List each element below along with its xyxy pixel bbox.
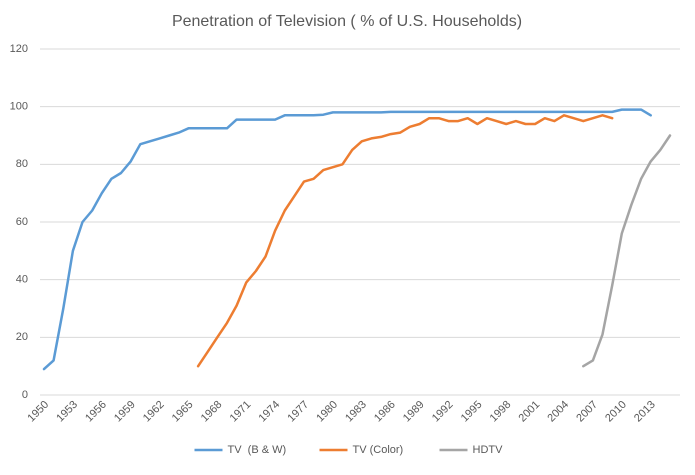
legend-label: TV (Color) — [353, 444, 404, 456]
y-tick-label: 80 — [16, 158, 28, 170]
legend-label: HDTV — [473, 444, 504, 456]
y-tick-label: 20 — [16, 331, 28, 343]
y-tick-label: 0 — [22, 389, 28, 401]
y-tick-label: 100 — [10, 101, 28, 113]
y-tick-label: 120 — [10, 43, 28, 55]
y-tick-label: 60 — [16, 216, 28, 228]
series-line — [196, 114, 614, 368]
legend-label: TV (B & W) — [228, 444, 287, 456]
chart-title: Penetration of Television ( % of U.S. Ho… — [172, 13, 522, 30]
y-tick-label: 40 — [16, 274, 28, 286]
series-line — [582, 134, 672, 368]
series-line — [42, 108, 652, 371]
